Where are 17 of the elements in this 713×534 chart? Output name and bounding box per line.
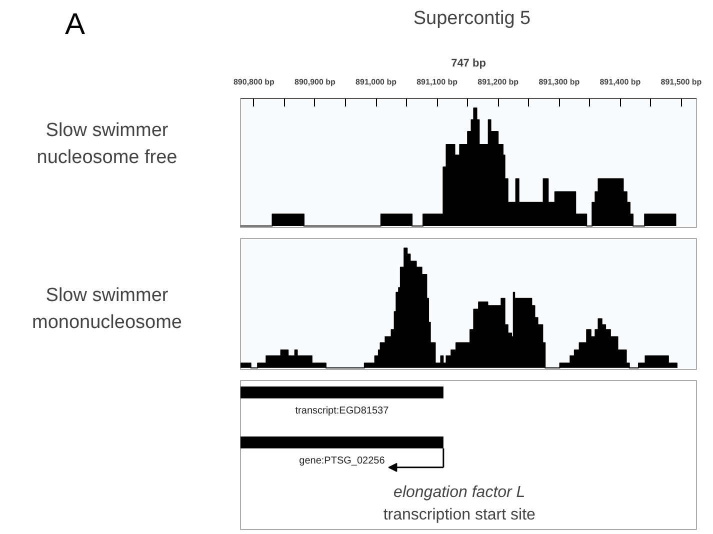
x-tick-label: 890,900 bp [294,78,336,86]
x-tick-label: 891,300 bp [538,78,580,86]
y-axis-title: Slow swimmer nucleosome free [36,118,178,170]
annotation: transcription start site [383,506,536,524]
text: 747 bp [451,58,486,70]
x-tick-label: 890,800 bp [233,78,274,86]
text: A [65,7,86,43]
x-tick-label: 891,500 bp [660,78,702,86]
x-tick-label: 891,000 bp [356,78,397,86]
x-tick-label: 891,100 bp [416,78,458,86]
y-tick-label: gene:PTSG_02256 [299,456,386,466]
annotation: elongation factor L [394,484,526,501]
chart-title: Supercontig 5 [413,7,531,31]
y-tick-label: transcript:EGD81537 [295,406,390,416]
x-tick-label: 891,200 bp [478,78,519,86]
y-axis-title: Slow swimmer mononucleosome [32,284,182,335]
x-tick-label: 891,400 bp [600,78,641,86]
